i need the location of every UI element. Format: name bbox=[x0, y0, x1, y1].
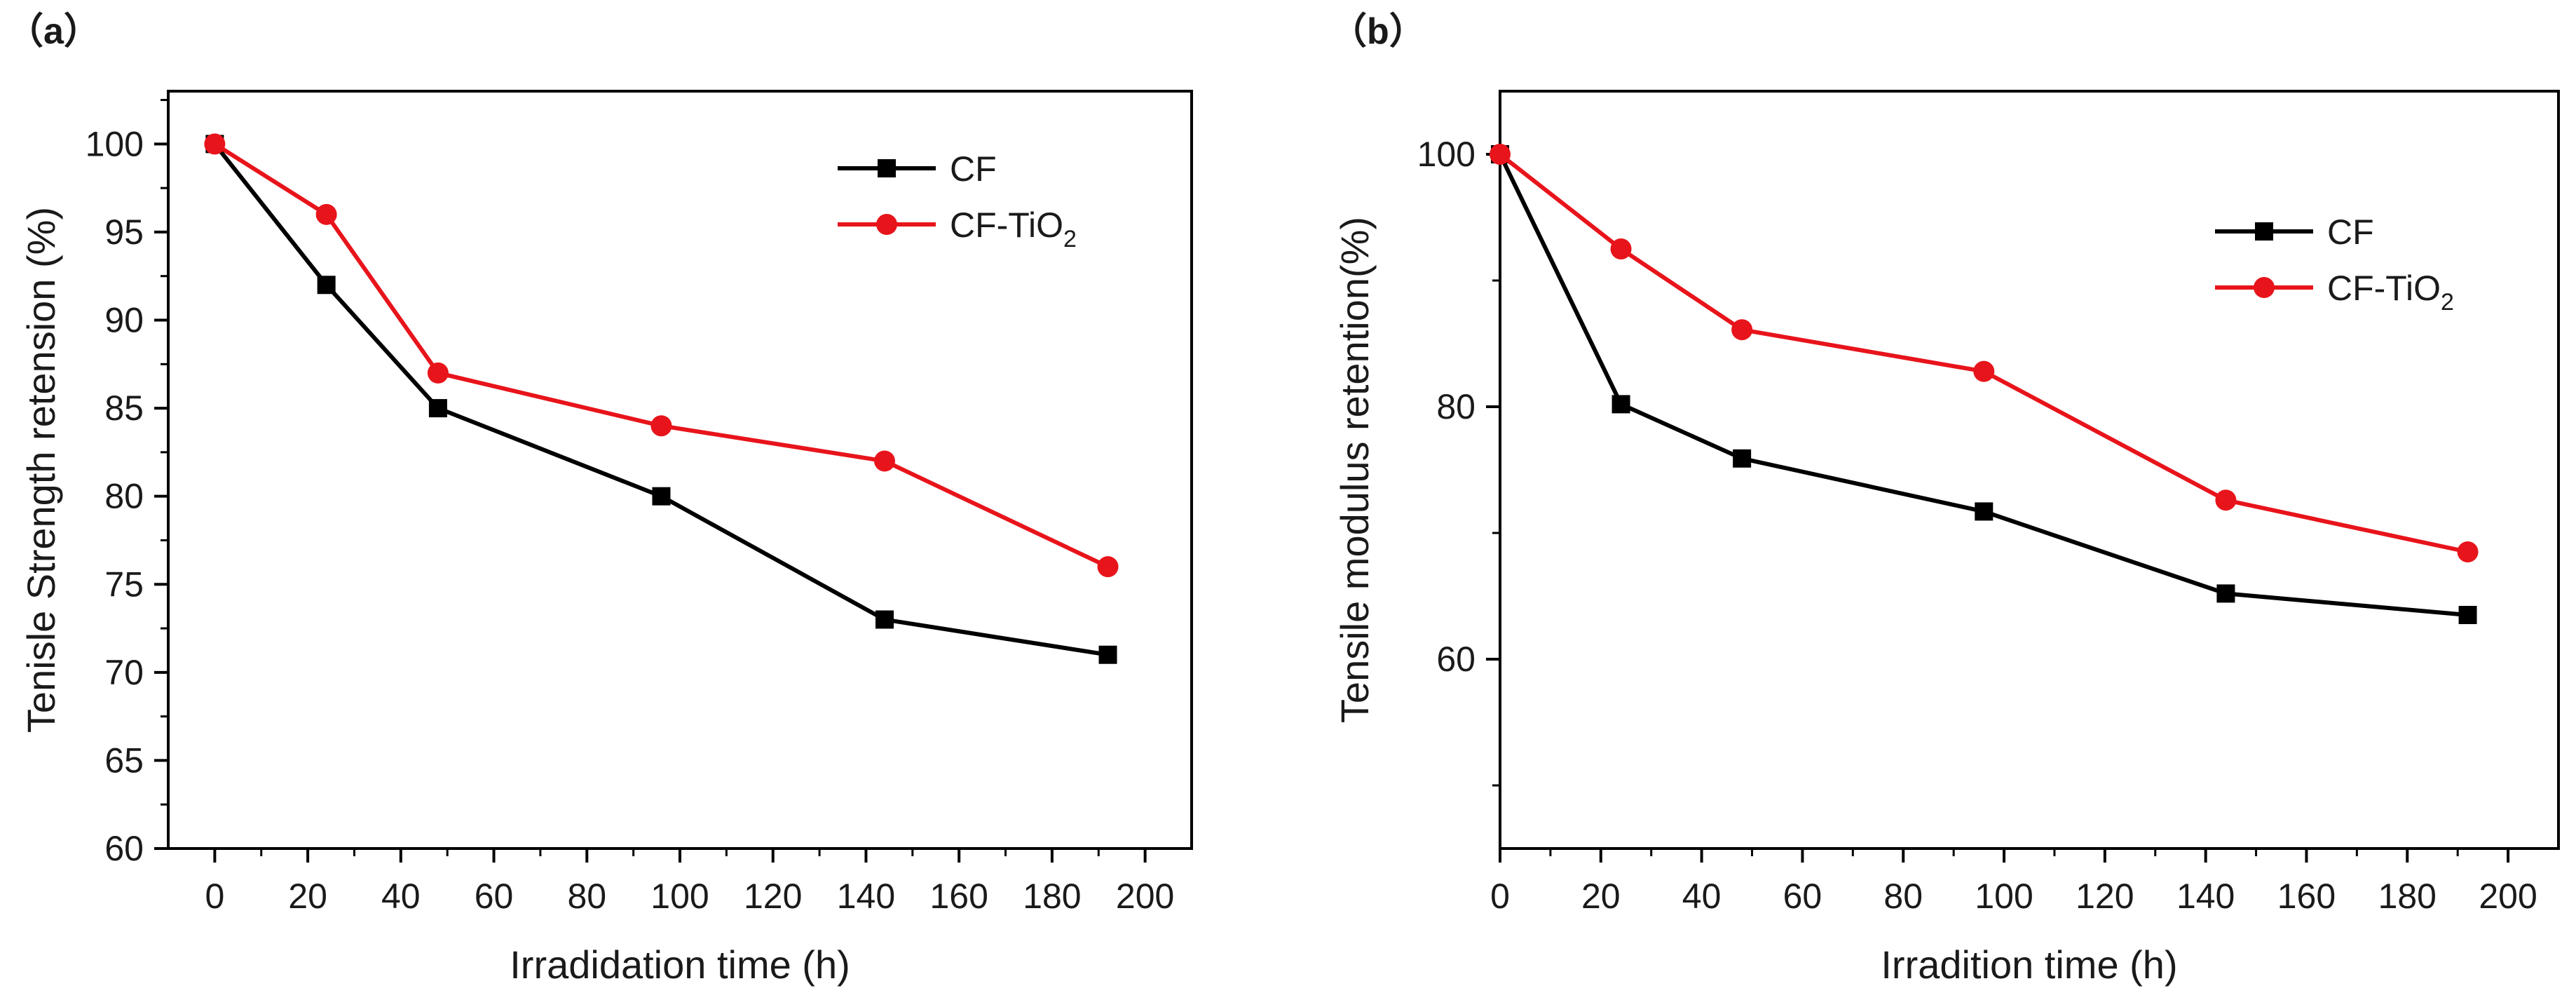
data-point-cf-tio2 bbox=[1490, 144, 1511, 165]
series-line-cf bbox=[1498, 153, 2468, 617]
data-point-cf-tio2 bbox=[1731, 319, 1753, 341]
data-point-cf-tio2 bbox=[2215, 489, 2237, 511]
chart-panel-b: （b） 0 20 40 60 80 100 120 140 160 180 200 60 80 100 Irr… bbox=[1330, 11, 2560, 987]
plot-frame bbox=[167, 90, 1193, 850]
x-tick-label: 0 bbox=[1490, 877, 1510, 916]
x-tick-label: 100 bbox=[1975, 877, 2033, 916]
legend-marker-cf bbox=[878, 159, 896, 177]
y-tick-label: 75 bbox=[104, 565, 144, 604]
x-tick-label: 40 bbox=[381, 877, 421, 916]
data-point-cf bbox=[428, 399, 447, 418]
data-point-cf bbox=[1975, 502, 1994, 521]
data-point-cf-tio2 bbox=[204, 133, 226, 155]
x-tick-label: 40 bbox=[1682, 877, 1722, 916]
x-tick-label: 20 bbox=[1581, 877, 1621, 916]
x-tick-label: 200 bbox=[2479, 877, 2537, 916]
data-point-cf-tio2 bbox=[1097, 556, 1119, 578]
y-tick-label: 60 bbox=[1436, 640, 1476, 679]
y-tick-label: 60 bbox=[104, 829, 144, 868]
data-point-cf bbox=[317, 276, 336, 295]
x-tick-label: 20 bbox=[288, 877, 327, 916]
legend-subscript: 2 bbox=[1063, 226, 1077, 252]
y-axis-label: Tensile modulus retention(%) bbox=[1333, 217, 1377, 723]
data-point-cf bbox=[1733, 449, 1752, 468]
y-tick-label: 100 bbox=[1417, 135, 1476, 174]
y-tick-label: 95 bbox=[104, 212, 144, 252]
data-point-cf bbox=[875, 610, 894, 629]
x-tick-label: 180 bbox=[2378, 877, 2437, 916]
data-point-cf bbox=[1611, 395, 1630, 414]
legend-label-cf: CF bbox=[2327, 212, 2374, 252]
x-tick-label: 0 bbox=[205, 877, 224, 916]
x-tick-label: 80 bbox=[567, 877, 606, 916]
y-tick-label: 90 bbox=[104, 301, 144, 340]
x-tick-label: 80 bbox=[1883, 877, 1923, 916]
data-point-cf-tio2 bbox=[2457, 541, 2479, 562]
legend-subscript: 2 bbox=[2441, 289, 2454, 316]
y-tick-label: 100 bbox=[86, 124, 144, 163]
x-tick-label: 60 bbox=[1783, 877, 1822, 916]
data-point-cf-tio2 bbox=[874, 450, 895, 472]
x-axis-label: Irradidation time (h) bbox=[510, 942, 850, 987]
chart-panel-a: （a） 0 20 40 60 80 100 120 140 160 180 200 60 65 70 75 80… bbox=[7, 11, 1193, 987]
legend-label-cf: CF bbox=[950, 149, 997, 189]
y-tick-label: 80 bbox=[104, 477, 144, 516]
data-point-cf-tio2 bbox=[1610, 238, 1632, 259]
data-point-cf bbox=[2216, 584, 2235, 603]
x-tick-label: 60 bbox=[475, 877, 514, 916]
data-point-cf bbox=[1098, 645, 1117, 664]
data-point-cf bbox=[2458, 606, 2477, 624]
legend-label-cf-tio2: CF-TiO2 bbox=[950, 205, 1077, 252]
data-point-cf-tio2 bbox=[650, 415, 672, 437]
y-tick-label: 80 bbox=[1436, 387, 1476, 426]
y-tick-label: 70 bbox=[104, 653, 144, 692]
data-point-cf bbox=[652, 487, 671, 506]
legend-marker-cf-tio2 bbox=[876, 214, 897, 235]
panel-label: （a） bbox=[7, 11, 100, 52]
legend-marker-cf-tio2 bbox=[2254, 277, 2275, 298]
series-line-cf-tio2 bbox=[213, 142, 1109, 569]
y-axis-label: Tenisle Strength retension (%) bbox=[19, 207, 63, 733]
data-point-cf-tio2 bbox=[427, 362, 449, 384]
x-tick-label: 120 bbox=[2076, 877, 2134, 916]
series-line-cf-tio2 bbox=[1499, 152, 2469, 554]
data-point-cf-tio2 bbox=[315, 203, 337, 225]
panel-label: （b） bbox=[1330, 11, 1426, 52]
data-point-cf-tio2 bbox=[1973, 360, 1995, 382]
y-tick-label: 65 bbox=[104, 741, 144, 780]
x-tick-label: 160 bbox=[929, 877, 988, 916]
x-tick-label: 100 bbox=[650, 877, 709, 916]
legend-label-cf-tio2: CF-TiO2 bbox=[2327, 269, 2454, 316]
x-tick-label: 140 bbox=[2176, 877, 2235, 916]
x-tick-label: 200 bbox=[1116, 877, 1174, 916]
x-tick-label: 180 bbox=[1023, 877, 1081, 916]
series-line-cf bbox=[213, 142, 1109, 657]
x-tick-label: 140 bbox=[837, 877, 895, 916]
plot-frame bbox=[1499, 90, 2560, 850]
x-tick-label: 160 bbox=[2277, 877, 2336, 916]
x-axis-label: Irradition time (h) bbox=[1881, 942, 2177, 987]
x-tick-label: 120 bbox=[744, 877, 802, 916]
y-tick-label: 85 bbox=[104, 388, 144, 428]
legend-marker-cf bbox=[2255, 222, 2273, 241]
